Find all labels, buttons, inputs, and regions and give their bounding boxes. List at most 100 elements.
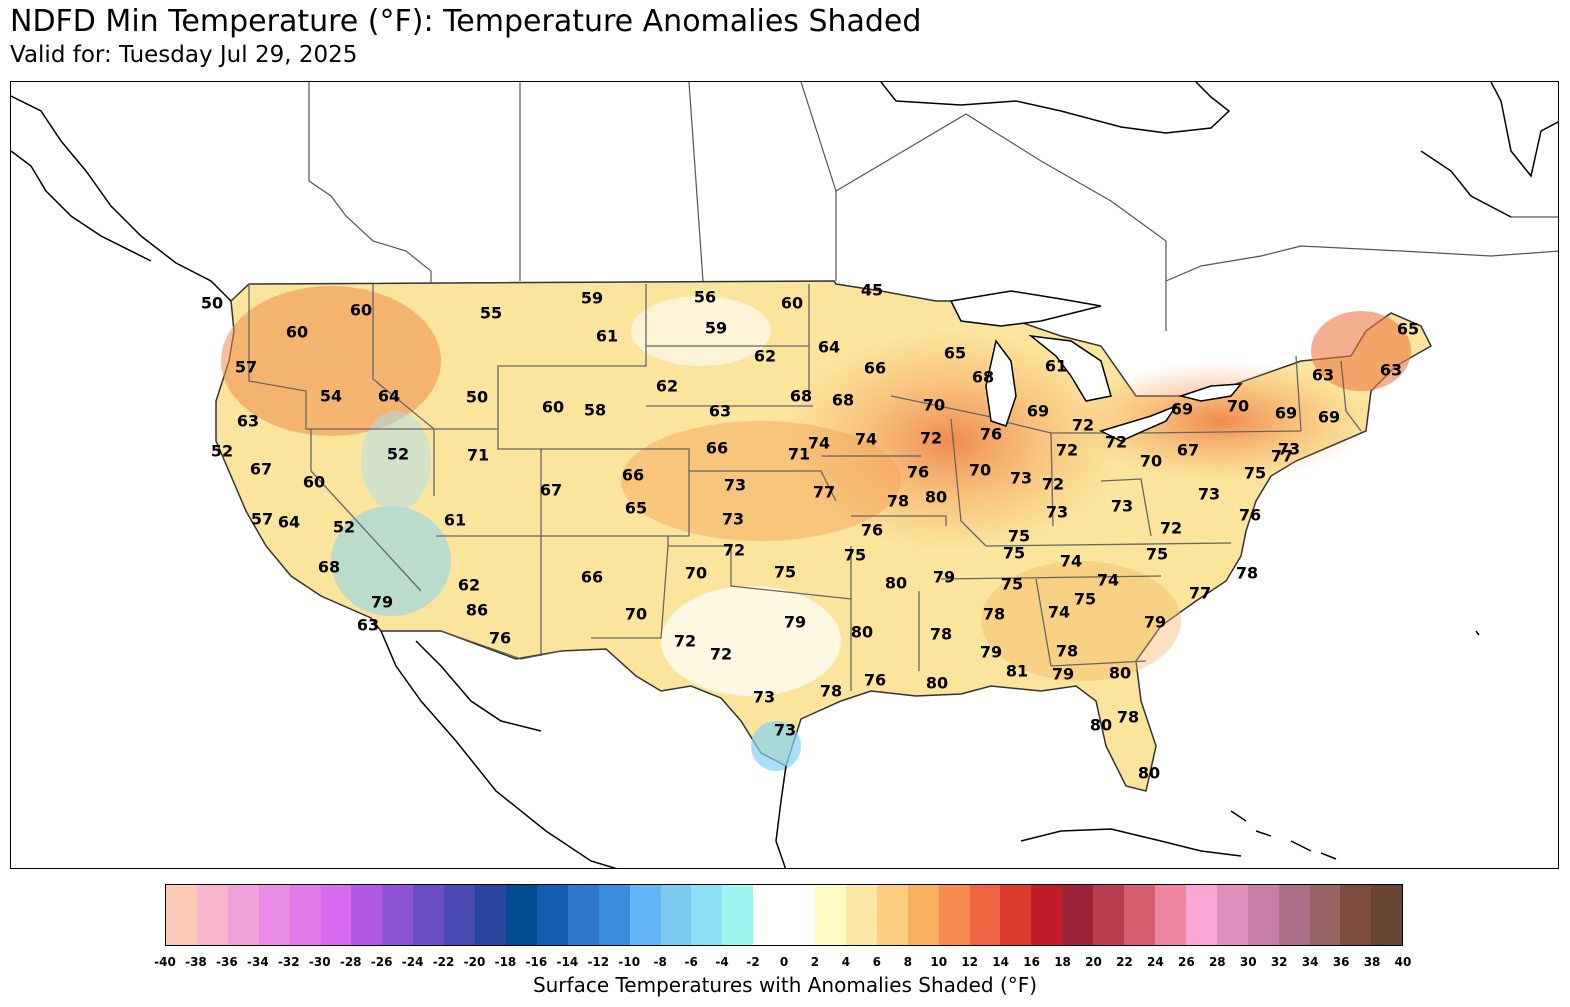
temperature-label: 63 xyxy=(1379,360,1403,380)
colorbar-tick-label: 28 xyxy=(1208,955,1226,969)
warm-anomaly-midwest xyxy=(781,331,1121,551)
colorbar-swatch xyxy=(753,885,785,945)
temperature-label: 72 xyxy=(1055,440,1079,460)
temperature-label: 63 xyxy=(1311,365,1335,385)
colorbar-tick-label: -2 xyxy=(746,955,760,969)
temperature-label: 76 xyxy=(906,462,930,482)
international-borders xyxy=(308,82,1558,660)
colorbar-swatch xyxy=(289,885,321,945)
colorbar-tick-label: -10 xyxy=(618,955,641,969)
temperature-label: 64 xyxy=(277,512,301,532)
great-lakes xyxy=(949,290,1243,442)
colorbar-swatch xyxy=(1062,885,1094,945)
colorbar-swatch xyxy=(1371,885,1403,945)
temperature-label: 73 xyxy=(723,475,747,495)
colorbar-tick-label: 32 xyxy=(1270,955,1288,969)
temperature-label: 75 xyxy=(1007,526,1031,546)
colorbar-swatch xyxy=(444,885,476,945)
colorbar-tick-label: 12 xyxy=(961,955,979,969)
colorbar-tick-label: 38 xyxy=(1363,955,1381,969)
temperature-label: 65 xyxy=(624,498,648,518)
colorbar-tick-label: 26 xyxy=(1177,955,1195,969)
temperature-label: 77 xyxy=(1270,446,1294,466)
neutral-anomaly-texas xyxy=(661,586,841,696)
temperature-label: 70 xyxy=(1226,396,1250,416)
map-subtitle: Valid for: Tuesday Jul 29, 2025 xyxy=(10,42,358,68)
colorbar-tick-label: -16 xyxy=(525,955,548,969)
temperature-label: 58 xyxy=(583,400,607,420)
temperature-map: 50 60 55 59 56 60 45 60 61 59 62 64 66 65 61 65 57 68 63 63… xyxy=(10,81,1559,869)
temperature-label: 77 xyxy=(812,482,836,502)
colorbar-swatch xyxy=(1185,885,1217,945)
colorbar-tick-label: 36 xyxy=(1332,955,1350,969)
temperature-label: 75 xyxy=(1073,589,1097,609)
temperature-label: 71 xyxy=(466,445,490,465)
colorbar-swatch xyxy=(1031,885,1063,945)
colorbar-swatch xyxy=(536,885,568,945)
colorbar-swatch xyxy=(938,885,970,945)
warm-anomaly-northwest xyxy=(221,286,441,436)
temperature-label: 66 xyxy=(705,438,729,458)
temperature-label: 79 xyxy=(783,612,807,632)
map-title: NDFD Min Temperature (°F): Temperature A… xyxy=(10,4,922,39)
warm-anomaly-plains xyxy=(621,421,901,541)
temperature-label: 63 xyxy=(708,401,732,421)
temperature-label: 73 xyxy=(1009,468,1033,488)
colorbar-swatch xyxy=(567,885,599,945)
temperature-label: 52 xyxy=(210,441,234,461)
colorbar-swatch xyxy=(784,885,816,945)
temperature-label: 63 xyxy=(236,411,260,431)
temperature-label: 55 xyxy=(479,303,503,323)
temperature-label: 79 xyxy=(932,567,956,587)
temperature-label: 75 xyxy=(1145,544,1169,564)
temperature-label: 61 xyxy=(595,326,619,346)
state-borders xyxy=(248,284,1362,691)
temperature-label: 79 xyxy=(370,592,394,612)
temperature-label: 74 xyxy=(854,429,878,449)
temperature-label: 60 xyxy=(780,293,804,313)
colorbar-tick-label: -30 xyxy=(308,955,331,969)
temperature-label: 72 xyxy=(1104,432,1128,452)
temperature-label: 74 xyxy=(1059,551,1083,571)
colorbar-tick-label: 2 xyxy=(810,955,820,969)
temperature-label: 74 xyxy=(807,433,831,453)
temperature-label: 76 xyxy=(488,628,512,648)
colorbar-swatch xyxy=(505,885,537,945)
temperature-label: 70 xyxy=(968,460,992,480)
colorbar-tick-label: 18 xyxy=(1054,955,1071,969)
temperature-label: 50 xyxy=(465,387,489,407)
temperature-label: 52 xyxy=(386,444,410,464)
colorbar-swatch xyxy=(382,885,414,945)
colorbar-tick-label: -26 xyxy=(370,955,393,969)
temperature-label: 74 xyxy=(1096,570,1120,590)
temperature-label: 80 xyxy=(884,573,908,593)
colorbar-swatch xyxy=(475,885,506,945)
temperature-label: 67 xyxy=(539,480,563,500)
colorbar-tick-label: 22 xyxy=(1116,955,1133,969)
temperature-label: 65 xyxy=(1396,319,1420,339)
colorbar-swatch xyxy=(351,885,383,945)
temperature-label: 45 xyxy=(860,280,884,300)
colorbar-tick-label: -14 xyxy=(556,955,579,969)
temperature-label: 69 xyxy=(1026,401,1050,421)
temperature-label: 75 xyxy=(773,562,797,582)
colorbar-tick-label: -38 xyxy=(185,955,207,969)
colorbar-tick-label: 14 xyxy=(992,955,1009,969)
colorbar-tick-label: -22 xyxy=(432,955,455,969)
temperature-label: 72 xyxy=(673,631,697,651)
colorbar-swatch xyxy=(196,885,228,945)
colorbar-swatch xyxy=(1216,885,1248,945)
temperature-label: 69 xyxy=(1170,399,1194,419)
temperature-label: 73 xyxy=(1110,496,1134,516)
temperature-label: 71 xyxy=(787,444,811,464)
temperature-label: 62 xyxy=(457,575,481,595)
warm-anomaly-newengland xyxy=(1311,311,1411,391)
colorbar-tick-label: 16 xyxy=(1023,955,1040,969)
colorbar xyxy=(165,884,1403,946)
colorbar-tick-label: 30 xyxy=(1239,955,1257,969)
colorbar-tick-label: -32 xyxy=(277,955,300,969)
colorbar-tick-label: 0 xyxy=(779,955,789,969)
temperature-label: 78 xyxy=(1055,641,1079,661)
colorbar-tick-label: 24 xyxy=(1147,955,1164,969)
temperature-label: 79 xyxy=(1051,664,1075,684)
